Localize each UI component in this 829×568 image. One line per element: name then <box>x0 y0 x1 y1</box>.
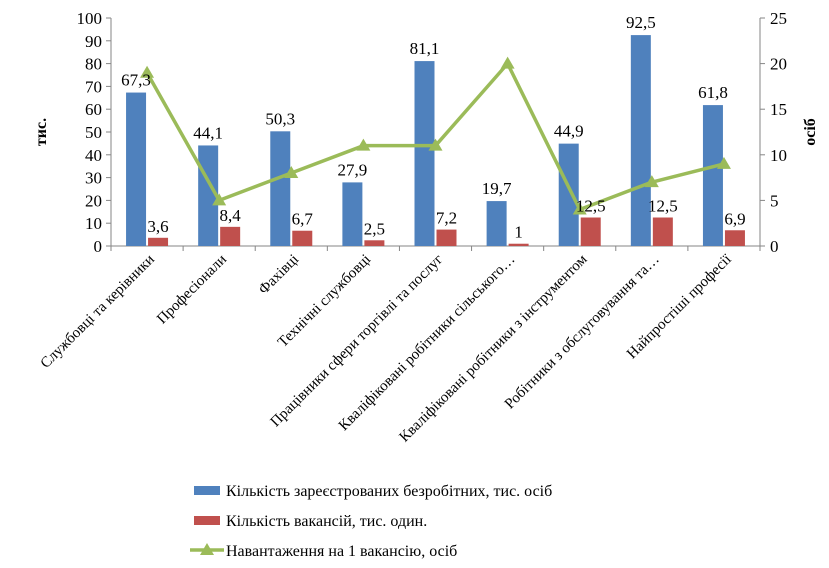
y2-tick-label: 20 <box>770 55 787 74</box>
y2-tick-label: 10 <box>770 146 787 165</box>
data-label-unemployed: 92,5 <box>626 13 656 32</box>
data-label-unemployed: 67,3 <box>121 71 151 90</box>
data-label-vacancies: 3,6 <box>147 217 168 236</box>
bar-unemployed <box>702 105 723 246</box>
data-label-unemployed: 81,1 <box>410 39 440 58</box>
legend-label-load: Навантаження на 1 вакансію, осіб <box>226 543 457 560</box>
legend-label-vacancies: Кількість вакансій, тис. один. <box>226 513 427 530</box>
y-tick-label: 90 <box>85 32 102 51</box>
bar-unemployed <box>126 92 147 246</box>
y-tick-label: 80 <box>85 55 102 74</box>
bar-vacancies <box>652 217 673 246</box>
line-point-load <box>644 175 659 188</box>
legend-label-unemployed: Кількість зареєстрованих безробітних, ти… <box>226 483 552 500</box>
bar-unemployed <box>414 61 435 247</box>
bar-vacancies <box>292 230 313 246</box>
bar-unemployed <box>558 143 579 246</box>
category-label: Фахівці <box>256 252 302 298</box>
line-point-load <box>428 138 443 151</box>
y-tick-label: 30 <box>85 169 102 188</box>
y2-tick-label: 0 <box>770 237 779 256</box>
bar-vacancies <box>724 230 745 246</box>
y2-axis-title: осіб <box>802 118 819 146</box>
line-series <box>140 56 731 215</box>
data-label-vacancies: 1 <box>514 223 523 242</box>
y-tick-label: 40 <box>85 146 102 165</box>
y2-tick-label: 15 <box>770 100 787 119</box>
bar-vacancies <box>436 229 457 246</box>
category-label: Робітники з обслуговування та… <box>502 252 663 413</box>
y2-tick-label: 5 <box>770 191 779 210</box>
line-point-load <box>212 193 227 206</box>
data-label-vacancies: 2,5 <box>364 219 385 238</box>
y-tick-label: 20 <box>85 191 102 210</box>
chart-axes: 0 10 20 30 40 50 60 70 80 90 100 0 5 10 15 20 25 <box>77 9 788 256</box>
legend: Кількість зареєстрованих безробітних, ти… <box>190 483 552 560</box>
bar-unemployed <box>270 131 291 246</box>
line-point-load <box>140 65 155 78</box>
bar-unemployed <box>486 201 507 246</box>
line-point-load <box>572 202 587 215</box>
bar-vacancies <box>220 226 241 246</box>
y-tick-label: 50 <box>85 123 102 142</box>
category-label: Професіонали <box>154 252 230 328</box>
y-tick-label: 10 <box>85 214 102 233</box>
line-point-load <box>284 166 299 179</box>
data-label-vacancies: 8,4 <box>220 206 242 225</box>
data-label-unemployed: 44,1 <box>193 123 223 142</box>
y2-tick-label: 25 <box>770 9 787 28</box>
legend-swatch-vacancies <box>194 516 220 525</box>
data-label-unemployed: 19,7 <box>482 179 512 198</box>
data-label-vacancies: 6,9 <box>724 209 745 228</box>
line-point-load <box>500 56 515 69</box>
bar-vacancies <box>580 217 601 246</box>
bar-unemployed <box>630 35 651 246</box>
data-label-unemployed: 50,3 <box>265 109 295 128</box>
data-label-unemployed: 27,9 <box>338 160 368 179</box>
y-tick-label: 100 <box>77 9 103 28</box>
data-label-unemployed: 61,8 <box>698 83 728 102</box>
y-tick-label: 0 <box>94 237 103 256</box>
data-label-vacancies: 6,7 <box>292 210 314 229</box>
bar-unemployed <box>342 182 363 246</box>
bar-vacancies <box>364 240 385 246</box>
data-label-vacancies: 12,5 <box>648 197 678 216</box>
y-tick-label: 70 <box>85 77 102 96</box>
bar-vacancies <box>148 237 169 246</box>
data-label-vacancies: 7,2 <box>436 209 457 228</box>
bar-vacancies <box>508 243 529 246</box>
legend-swatch-unemployed <box>194 486 220 495</box>
y-axis-title: тис. <box>33 118 50 146</box>
line-point-load <box>716 156 731 169</box>
y-tick-label: 60 <box>85 100 102 119</box>
bar-series <box>126 35 745 247</box>
legend-marker-load <box>200 543 214 555</box>
data-labels: 67,3 3,6 44,1 8,4 50,3 6,7 27,9 2,5 81,1 7,2 19,7 1… <box>121 13 745 242</box>
category-label: Службовці та керівники <box>38 252 158 372</box>
data-label-unemployed: 44,9 <box>554 122 584 141</box>
data-label-vacancies: 12,5 <box>576 197 606 216</box>
line-point-load <box>356 138 371 151</box>
